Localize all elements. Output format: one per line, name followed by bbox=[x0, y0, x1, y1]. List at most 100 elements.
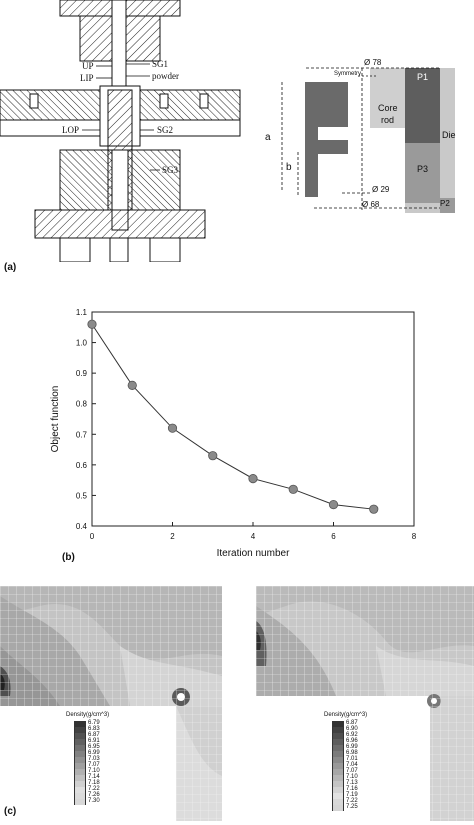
die-schematic: Symmetry Ø 78 Ø 29 Ø 68 a b Core rod Die… bbox=[262, 58, 474, 231]
density-legend-right-title: Density(g/cm^3) bbox=[324, 712, 368, 718]
legend-swatch bbox=[74, 775, 86, 781]
legend-value: 7.26 bbox=[88, 792, 100, 798]
diameter-78-label: Ø 78 bbox=[364, 58, 382, 67]
legend-swatch bbox=[74, 769, 86, 775]
data-point bbox=[87, 319, 97, 329]
legend-value: 7.04 bbox=[346, 762, 358, 768]
y-tick-label: 0.8 bbox=[76, 400, 88, 409]
legend-swatch bbox=[332, 745, 344, 751]
legend-value: 6.98 bbox=[346, 750, 358, 756]
legend-value: 6.90 bbox=[346, 726, 358, 732]
y-tick-label: 1.1 bbox=[76, 308, 88, 317]
p2-label: P2 bbox=[440, 199, 450, 208]
legend-value: 7.22 bbox=[346, 798, 358, 804]
legend-value: 7.10 bbox=[88, 768, 100, 774]
y-axis-label: Object function bbox=[50, 386, 61, 453]
legend-value: 7.22 bbox=[88, 786, 100, 792]
legend-value: 6.92 bbox=[346, 732, 358, 738]
legend-swatch bbox=[332, 805, 344, 811]
legend-swatch bbox=[332, 787, 344, 793]
legend-value: 6.87 bbox=[346, 720, 358, 726]
y-tick-label: 1.0 bbox=[76, 339, 88, 348]
legend-swatch bbox=[332, 721, 344, 727]
y-tick-label: 0.9 bbox=[76, 369, 88, 378]
legend-swatch bbox=[74, 787, 86, 793]
legend-swatch bbox=[74, 751, 86, 757]
data-point bbox=[288, 484, 298, 494]
dimension-a-label: a bbox=[265, 132, 271, 143]
x-tick-label: 8 bbox=[412, 532, 417, 541]
data-point bbox=[328, 500, 339, 510]
diameter-29-label: Ø 29 bbox=[372, 185, 390, 194]
die-label: Die bbox=[442, 130, 456, 140]
legend-value: 7.19 bbox=[346, 792, 358, 798]
legend-swatch bbox=[74, 733, 86, 739]
legend-swatch bbox=[74, 727, 86, 733]
legend-swatch bbox=[74, 799, 86, 805]
legend-value: 7.25 bbox=[346, 804, 358, 810]
density-map-right bbox=[256, 586, 474, 821]
legend-value: 6.79 bbox=[88, 720, 100, 726]
legend-value: 6.83 bbox=[88, 726, 100, 732]
legend-value: 7.01 bbox=[346, 756, 358, 762]
density-legend-left: Density(g/cm^3) 6.79 6.83 6.87 6.91 6.95 6.99… bbox=[66, 712, 136, 812]
data-point bbox=[369, 504, 379, 514]
data-point bbox=[167, 423, 178, 433]
legend-swatch bbox=[74, 721, 86, 727]
series-line bbox=[91, 323, 374, 510]
legend-value: 6.99 bbox=[346, 744, 358, 750]
panel-b-label: (b) bbox=[62, 552, 75, 563]
legend-value: 7.10 bbox=[346, 774, 358, 780]
panel-a-label: (a) bbox=[4, 262, 17, 273]
label-lop: LOP bbox=[62, 125, 80, 135]
optimization-chart: 0 2 4 6 8 0.4 0.5 0.6 0.7 0.8 0.9 1.0 1.1 Iteration n… bbox=[0, 290, 474, 565]
legend-value: 7.14 bbox=[88, 774, 100, 780]
legend-swatch bbox=[332, 793, 344, 799]
x-tick-label: 2 bbox=[170, 532, 175, 541]
p3-label: P3 bbox=[417, 164, 429, 174]
density-legend-right: Density(g/cm^3) 6.87 6.90 6.92 6.96 6.99 6.98… bbox=[324, 712, 394, 812]
legend-value: 6.91 bbox=[88, 738, 100, 744]
legend-swatch bbox=[332, 739, 344, 745]
legend-swatch bbox=[74, 763, 86, 769]
x-tick-label: 6 bbox=[331, 532, 336, 541]
label-sg2: SG2 bbox=[157, 125, 174, 135]
legend-value: 7.18 bbox=[88, 780, 100, 786]
legend-swatch bbox=[332, 769, 344, 775]
legend-swatch bbox=[74, 781, 86, 787]
legend-value: 6.96 bbox=[346, 738, 358, 744]
data-point bbox=[127, 380, 137, 390]
y-tick-label: 0.6 bbox=[76, 461, 88, 470]
legend-swatch bbox=[74, 745, 86, 751]
legend-swatch bbox=[74, 757, 86, 763]
legend-swatch bbox=[332, 757, 344, 763]
x-tick-label: 0 bbox=[90, 532, 95, 541]
plot-frame bbox=[91, 311, 415, 527]
density-legend-left-title: Density(g/cm^3) bbox=[66, 712, 110, 718]
legend-value: 7.07 bbox=[346, 768, 358, 774]
legend-value: 6.99 bbox=[88, 750, 100, 756]
label-sg3: SG3 bbox=[162, 165, 179, 175]
legend-swatch bbox=[332, 781, 344, 787]
y-tick-label: 0.7 bbox=[76, 430, 88, 439]
legend-value: 7.30 bbox=[88, 798, 100, 804]
legend-swatch bbox=[332, 763, 344, 769]
core-rod-label-1: Core bbox=[378, 103, 398, 113]
p1-label: P1 bbox=[417, 72, 429, 82]
legend-value: 6.95 bbox=[88, 744, 100, 750]
legend-swatch bbox=[74, 793, 86, 799]
legend-value: 7.13 bbox=[346, 780, 358, 786]
y-tick-label: 0.5 bbox=[76, 491, 88, 500]
legend-swatch bbox=[332, 799, 344, 805]
press-drawing: UP LIP LOP SG1 powder SG2 SG3 bbox=[0, 0, 250, 263]
label-lip: LIP bbox=[80, 73, 94, 83]
x-axis-label: Iteration number bbox=[217, 548, 290, 559]
legend-swatch bbox=[74, 739, 86, 745]
label-powder: powder bbox=[152, 71, 179, 81]
label-up: UP bbox=[82, 61, 94, 71]
x-tick-label: 4 bbox=[251, 532, 256, 541]
legend-swatch bbox=[332, 727, 344, 733]
density-map-left bbox=[0, 586, 222, 821]
legend-value: 7.16 bbox=[346, 786, 358, 792]
label-sg1: SG1 bbox=[152, 59, 169, 69]
